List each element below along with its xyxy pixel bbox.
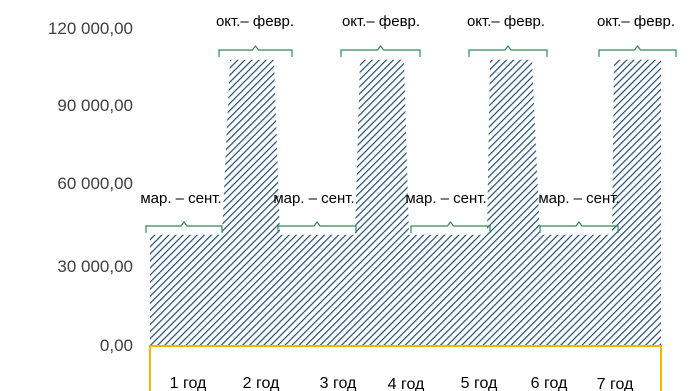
season-labels: мар. – сент. мар. – сент. мар. – сент. мар.…: [140, 13, 675, 207]
x-tick-label: 3 год: [320, 375, 357, 391]
low-season-label: мар. – сент.: [273, 190, 354, 207]
low-season-label: мар. – сент.: [405, 190, 486, 207]
x-tick-label: 1 год: [170, 375, 207, 391]
x-tick-label: 5 год: [461, 375, 498, 391]
high-season-label: окт.– февр.: [342, 13, 420, 30]
high-season-label: окт.– февр.: [216, 13, 294, 30]
x-tick-label: 6 год: [531, 375, 568, 391]
y-tick-label: 120 000,00: [48, 19, 133, 38]
low-season-label: мар. – сент.: [538, 190, 619, 207]
season-brackets: [145, 45, 677, 233]
low-season-bracket: [410, 221, 491, 233]
category-axis-box: [149, 345, 662, 391]
low-season-bracket: [145, 221, 223, 233]
x-tick-label: 2 год: [243, 375, 280, 391]
y-tick-label: 30 000,00: [57, 257, 133, 276]
y-tick-label: 0,00: [100, 336, 133, 355]
x-tick-label: 4 год: [388, 376, 425, 391]
low-season-label: мар. – сент.: [140, 190, 221, 207]
y-axis: 120 000,00 90 000,00 60 000,00 30 000,00…: [48, 19, 133, 355]
low-season-bracket: [277, 221, 357, 233]
x-tick-label: 7 год: [597, 376, 634, 391]
x-axis-labels: 1 год 2 год 3 год 4 год 5 год 6 год 7 го…: [170, 375, 634, 391]
high-season-bracket: [340, 45, 421, 57]
hatched-area-series: [150, 59, 661, 347]
y-tick-label: 90 000,00: [57, 96, 133, 115]
y-tick-label: 60 000,00: [57, 174, 133, 193]
high-season-label: окт.– февр.: [597, 13, 675, 30]
high-season-label: окт.– февр.: [467, 13, 545, 30]
high-season-bracket: [468, 45, 548, 57]
high-season-bracket: [598, 45, 677, 57]
low-season-bracket: [539, 221, 619, 233]
high-season-bracket: [218, 45, 293, 57]
